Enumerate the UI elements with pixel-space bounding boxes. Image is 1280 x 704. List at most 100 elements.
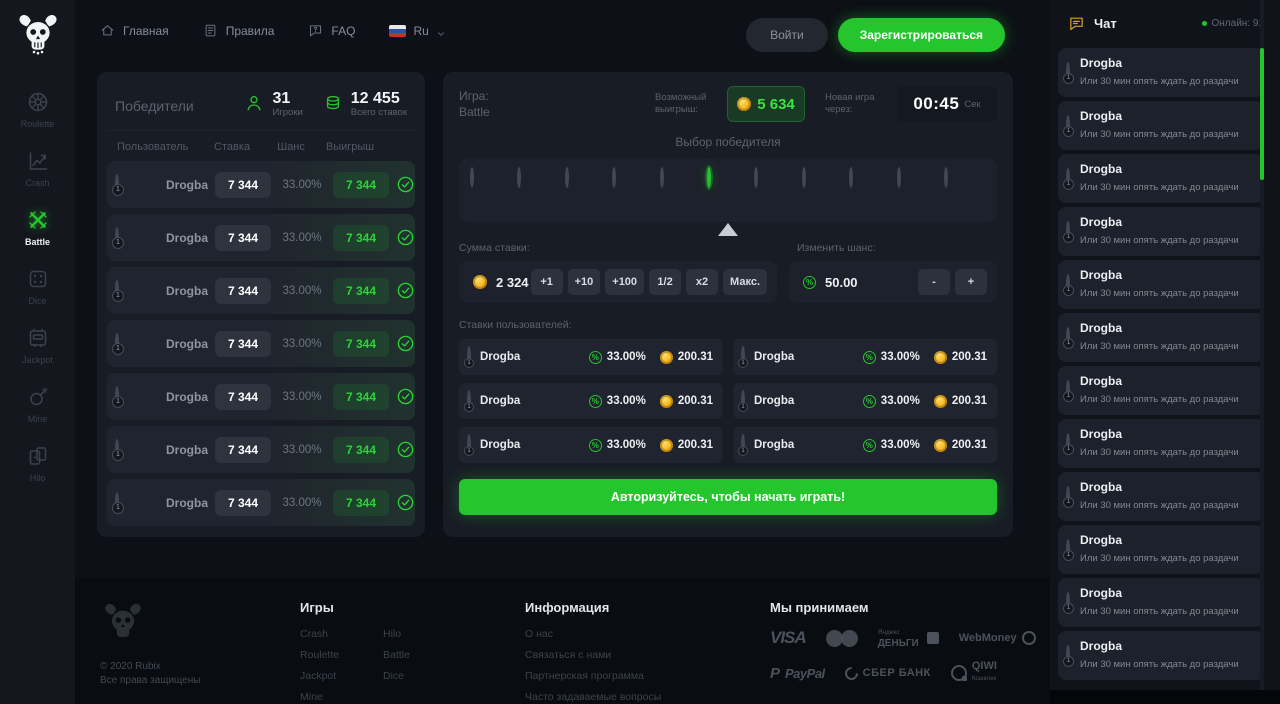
chance-input[interactable]: 50.00 [825,274,858,290]
footer-link-jackpot[interactable]: Jackpot [300,670,337,682]
user-avatar: 1 [1063,167,1074,190]
footer-payments-title: Мы принимаем [770,600,869,615]
bet-quick-button-12[interactable]: 1/2 [649,269,682,295]
level-badge: 1 [112,501,124,514]
sidebar-item-crash[interactable]: Crash [0,139,75,198]
winner-win-amount: 7 344 [333,383,389,410]
new-game-label: Новая игра через: [825,92,875,115]
bet-quick-button-10[interactable]: +10 [567,269,601,295]
percent-icon [862,438,876,452]
footer-link-mine[interactable]: Mine [300,691,323,703]
russian-flag-icon [389,24,407,37]
sidebar-item-roulette[interactable]: Roulette [0,80,75,139]
level-badge: 1 [1063,125,1074,137]
bet-quick-button-100[interactable]: +100 [605,269,645,295]
winner-candidate-avatar[interactable] [517,167,559,211]
bet-amount-input[interactable]: 2 324 [496,274,529,290]
game-title: Игра: Battle [459,89,490,119]
winner-candidate-avatar[interactable] [944,167,986,211]
chat-title: Чат [1094,15,1117,31]
chance-plus-button[interactable]: + [955,269,987,295]
site-logo-icon[interactable] [13,10,63,62]
winner-candidate-avatar[interactable] [564,167,607,211]
dice-icon [26,267,50,291]
footer-link-о-нас[interactable]: О нас [525,628,553,640]
game-panel: Игра: Battle Возможный выигрыш: 5 634 Но… [443,72,1013,537]
user-avatar: 1 [1063,485,1074,508]
footer-games-title: Игры [300,600,334,615]
nav-item-главная[interactable]: Главная [100,23,169,38]
bet-amount: 200.31 [659,394,713,408]
winner-candidate-avatar-selected[interactable] [706,167,749,236]
winner-bet-amount: 7 344 [215,489,271,516]
language-selector[interactable]: Ru [389,24,445,38]
sidebar-item-hilo[interactable]: Hilo [0,434,75,493]
winner-chance: 33.00% [282,390,322,403]
level-badge: 1 [738,402,748,412]
user-avatar: 1 [1063,538,1074,561]
winner-bet-amount: 7 344 [215,330,271,357]
bet-sum-label: Сумма ставки: [459,242,530,254]
chat-message: 1 Drogba Или 30 мин опять ждать до разда… [1058,472,1264,521]
nav-item-правила[interactable]: Правила [203,23,274,38]
winner-chance: 33.00% [282,231,322,244]
winner-candidate-avatar[interactable] [849,167,891,211]
winner-candidate-avatar[interactable] [801,167,844,211]
footer-link-партнерская-программа[interactable]: Партнерская программа [525,670,644,682]
footer-games-links-col2: Hilo Battle Dice [383,628,466,704]
chat-message: 1 Drogba Или 30 мин опять ждать до разда… [1058,525,1264,574]
bet-username: Drogba [754,395,795,407]
footer-link-crash[interactable]: Crash [300,628,329,640]
chat-message-text: Или 30 мин опять ждать до раздачи [1080,659,1239,670]
level-badge: 1 [1063,655,1074,667]
bet-quick-button-x2[interactable]: x2 [686,269,719,295]
column-chance: Шанс [277,141,305,153]
bet-quick-button-1[interactable]: +1 [530,269,563,295]
register-button[interactable]: Зарегистрироваться [837,18,1005,52]
login-button[interactable]: Войти [746,18,828,52]
sidebar-item-dice[interactable]: Dice [0,257,75,316]
user-avatar: 1 [1063,644,1074,667]
winner-candidate-avatar[interactable] [612,167,654,211]
sidebar-item-battle[interactable]: Battle [0,198,75,257]
user-bet-card: 1 Drogba 33.00% 200.31 [733,427,997,463]
chat-message-text: Или 30 мин опять ждать до раздачи [1080,235,1239,246]
user-avatar: 1 [112,279,159,302]
bet-amount: 200.31 [933,438,987,452]
bet-chance: 33.00% [862,438,920,452]
bet-quick-button-[interactable]: Макс. [723,269,767,295]
chat-scrollbar-thumb[interactable] [1260,48,1264,180]
level-badge: 1 [112,236,124,249]
column-win: Выигрыш [325,141,375,153]
footer-link-часто-задаваемые-вопросы[interactable]: Часто задаваемые вопросы [525,691,662,703]
percent-icon [588,394,602,408]
chance-minus-button[interactable]: - [918,269,950,295]
nav-item-faq[interactable]: FAQ [308,23,355,38]
winner-candidate-avatar[interactable] [659,167,702,211]
chat-message-text: Или 30 мин опять ждать до раздачи [1080,553,1239,564]
bet-username: Drogba [480,351,521,363]
coin-icon [473,275,487,289]
chat-message-author: Drogba [1080,480,1122,494]
footer-link-hilo[interactable]: Hilo [383,628,402,640]
winners-table-row: 1 Drogba 7 344 33.00% 7 344 [107,214,415,261]
winners-table-row: 1 Drogba 7 344 33.00% 7 344 [107,161,415,208]
level-badge: 1 [464,358,474,368]
chat-message-text: Или 30 мин опять ждать до раздачи [1080,447,1239,458]
footer-link-battle[interactable]: Battle [383,649,410,661]
sidebar-item-mine[interactable]: Mine [0,375,75,434]
level-badge: 1 [112,342,124,355]
chat-message-author: Drogba [1080,374,1122,388]
possible-win-label: Возможный выигрыш: [655,92,707,115]
sidebar-item-jackpot[interactable]: Jackpot [0,316,75,375]
winner-candidate-avatar[interactable] [469,167,512,211]
footer-link-связаться-с-нами[interactable]: Связаться с нами [525,649,612,661]
footer-link-roulette[interactable]: Roulette [300,649,340,661]
footer-link-dice[interactable]: Dice [383,670,405,682]
authorize-to-play-button[interactable]: Авторизуйтесь, чтобы начать играть! [459,479,997,515]
winner-candidate-avatar[interactable] [754,167,796,211]
bet-username: Drogba [754,351,795,363]
chat-message-author: Drogba [1080,109,1122,123]
winner-candidate-avatar[interactable] [896,167,939,211]
user-avatar: 1 [1063,379,1074,402]
